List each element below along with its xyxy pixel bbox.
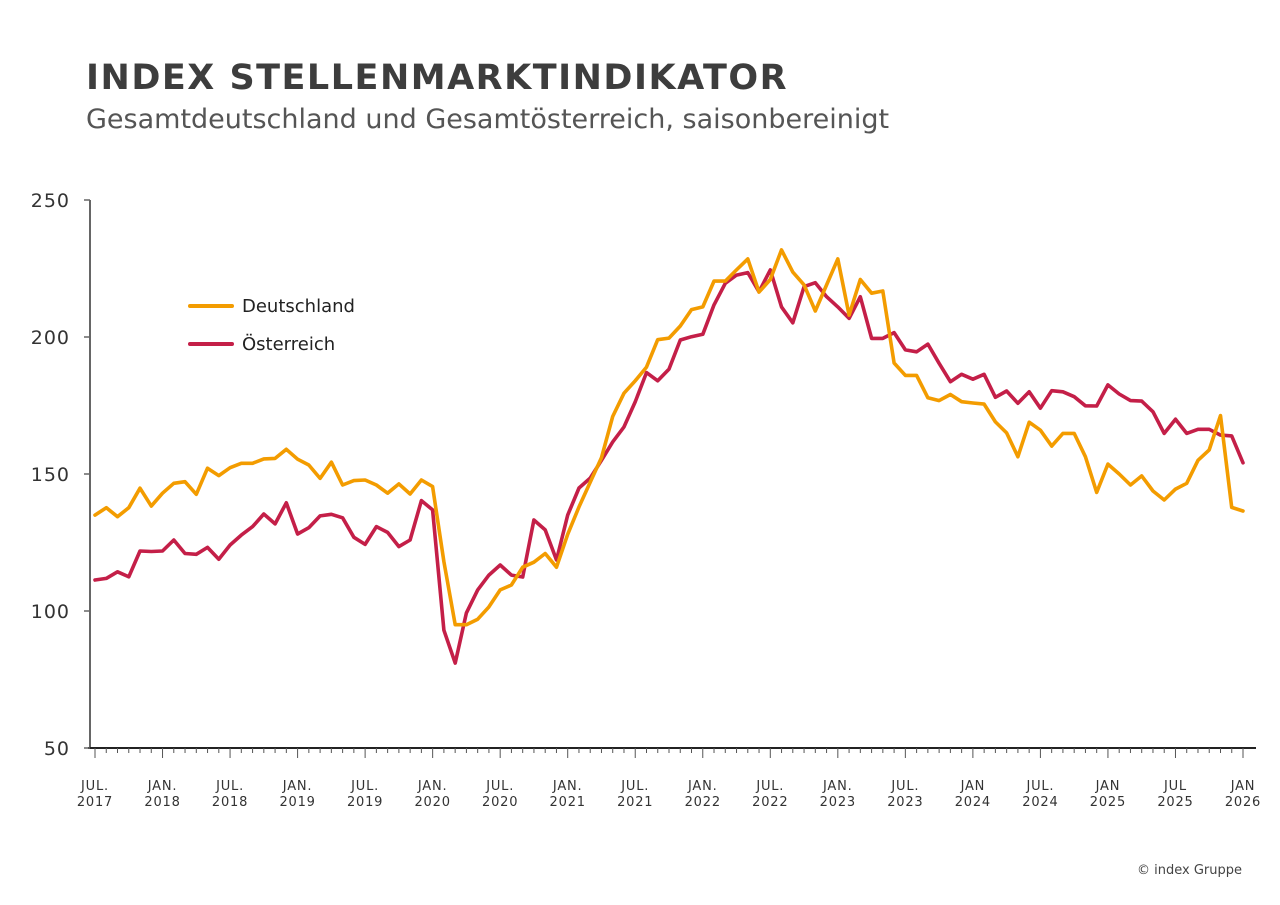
x-tick-label: JAN. [552, 779, 583, 794]
copyright: © index Gruppe [1137, 863, 1242, 878]
legend-label: Österreich [242, 333, 335, 355]
x-tick-label-year: 2019 [279, 795, 315, 810]
x-tick-label-year: 2021 [550, 795, 586, 810]
x-tick-label: JUL [1163, 779, 1187, 794]
axes: 50100150200250JUL.2017JAN.2018JUL.2018JA… [31, 190, 1261, 810]
x-tick-label-year: 2017 [77, 795, 113, 810]
x-tick-label-year: 2023 [820, 795, 856, 810]
x-tick-label-year: 2023 [887, 795, 923, 810]
x-tick-label: JAN. [147, 779, 178, 794]
x-tick-label: JUL. [350, 779, 379, 794]
x-tick-label-year: 2022 [685, 795, 721, 810]
x-tick-label: JAN [1095, 779, 1121, 794]
x-tick-label: JUL. [755, 779, 784, 794]
x-tick-label-year: 2025 [1090, 795, 1126, 810]
x-tick-label-year: 2024 [955, 795, 991, 810]
y-tick-label: 50 [44, 738, 70, 760]
x-tick-label: JAN [1230, 779, 1256, 794]
y-tick-label: 150 [31, 464, 70, 486]
x-tick-label: JUL. [1025, 779, 1054, 794]
y-tick-label: 200 [31, 327, 70, 349]
x-tick-label-year: 2025 [1157, 795, 1193, 810]
x-tick-label-year: 2021 [617, 795, 653, 810]
x-tick-label-year: 2020 [414, 795, 450, 810]
x-tick-label-year: 2020 [482, 795, 518, 810]
x-tick-label: JUL. [80, 779, 109, 794]
legend: Deutschland Österreich [188, 296, 355, 355]
x-tick-label: JAN. [687, 779, 718, 794]
x-tick-label: JAN. [822, 779, 853, 794]
x-tick-label-year: 2026 [1225, 795, 1261, 810]
x-tick-label: JUL. [890, 779, 919, 794]
x-tick-label-year: 2022 [752, 795, 788, 810]
x-tick-label-year: 2018 [212, 795, 248, 810]
y-tick-label: 250 [31, 190, 70, 212]
series-line-deutschland [93, 248, 1245, 627]
chart-subtitle: Gesamtdeutschland und Gesamtösterreich, … [86, 104, 890, 135]
x-tick-label: JAN. [282, 779, 313, 794]
x-tick-label: JUL. [215, 779, 244, 794]
chart-title: INDEX STELLENMARKTINDIKATOR [86, 58, 789, 98]
x-tick-label: JUL. [620, 779, 649, 794]
series-line-österreich [93, 268, 1245, 665]
legend-label: Deutschland [242, 296, 355, 317]
x-tick-label: JAN. [417, 779, 448, 794]
x-tick-label-year: 2018 [144, 795, 180, 810]
series-lines [93, 248, 1245, 665]
x-tick-label: JUL. [485, 779, 514, 794]
x-tick-label-year: 2024 [1022, 795, 1058, 810]
x-tick-label-year: 2019 [347, 795, 383, 810]
y-tick-label: 100 [31, 601, 70, 623]
x-tick-label: JAN [960, 779, 986, 794]
